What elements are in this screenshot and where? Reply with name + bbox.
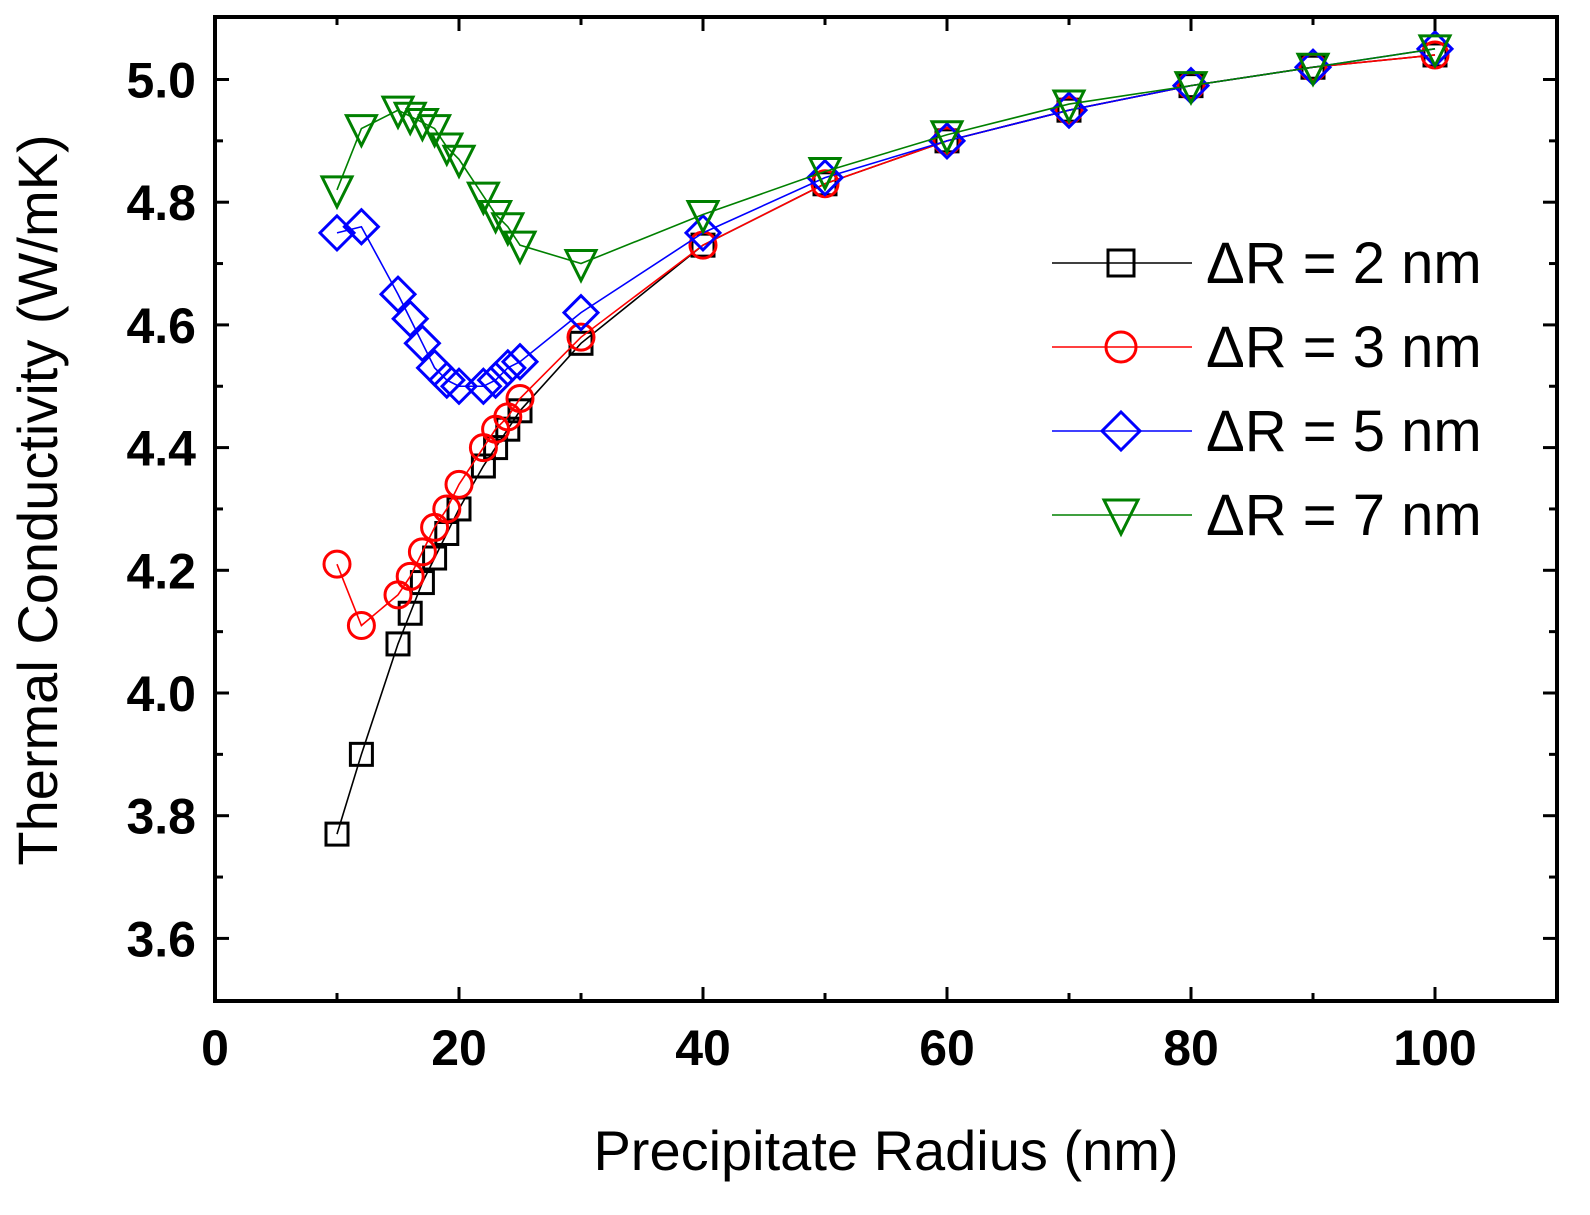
data-point [385,631,411,657]
y-tick-label: 4.8 [126,175,196,231]
data-point [478,199,514,235]
x-tick-label: 80 [1163,1020,1219,1076]
series-4 [319,34,1453,284]
data-point [444,469,474,499]
data-point [378,275,418,314]
data-point [807,157,843,192]
data-point [319,175,355,211]
data-point [348,741,374,767]
data-point [343,114,379,149]
legend-marker [1104,330,1138,364]
data-point [404,107,440,143]
data-point [563,249,599,284]
data-point [392,101,428,137]
data-point [488,348,527,387]
data-point [566,322,596,352]
data-point [427,360,466,400]
data-point [502,230,538,266]
data-point [417,114,453,149]
data-point [476,360,515,400]
x-tick-label: 20 [431,1020,487,1076]
data-point [324,821,350,847]
legend-label: ΔR = 3 nm [1206,315,1482,380]
x-tick-label: 100 [1393,1020,1476,1076]
y-tick-label: 4.4 [126,421,196,477]
data-point [465,181,501,217]
plot-marks [317,29,1455,847]
y-tick-label: 4.0 [126,666,196,722]
data-point [683,213,723,252]
data-point [1049,91,1089,130]
data-point [1173,71,1209,106]
series-line [336,48,1436,388]
data-point [1051,89,1087,125]
data-point [1417,34,1453,70]
data-point [927,121,967,160]
x-tick-label: 0 [201,1020,229,1076]
legend-marker [1101,498,1141,538]
x-tick-label: 40 [675,1020,731,1076]
legend-label: ΔR = 2 nm [1206,231,1482,296]
data-point [805,158,845,197]
data-point [1295,52,1331,88]
data-point [342,207,381,246]
y-tick-label: 4.2 [126,543,196,599]
data-point [929,120,965,156]
data-point [407,537,437,567]
data-point [1300,54,1326,80]
data-point [685,199,721,235]
legend-marker [1099,409,1143,453]
data-point [1178,73,1204,99]
data-point [441,144,477,180]
data-point [322,549,352,579]
y-tick-label: 5.0 [126,53,196,109]
data-point [561,293,601,332]
data-point [395,561,425,591]
data-point [500,342,540,381]
legend: ΔR = 2 nm ΔR = 3 nm ΔR = 5 nm ΔR = 7 nm [1052,231,1482,548]
data-point [505,384,535,414]
data-point [464,367,503,406]
x-tick-label: 60 [919,1020,975,1076]
data-point [346,611,376,641]
y-axis-title: Thermal Conductivity (W/mK) [6,134,69,865]
y-tick-label: 3.6 [126,911,196,967]
data-point [490,212,526,248]
data-point [380,95,416,131]
legend-label: ΔR = 5 nm [1206,399,1482,464]
axis-ticks: 0 20 40 60 80 100 3.6 3.8 4.0 4.2 4.4 4.6 4.8 5.0 [126,17,1559,1076]
legend-label: ΔR = 7 nm [1206,483,1482,548]
data-point [317,213,357,252]
data-point [403,324,442,363]
x-axis-title: Precipitate Radius (nm) [593,1119,1178,1182]
y-tick-label: 4.6 [126,298,196,354]
data-point [391,299,430,338]
data-point [432,494,462,524]
data-point [429,132,465,168]
y-tick-label: 3.8 [126,789,196,845]
legend-marker [1106,248,1136,278]
